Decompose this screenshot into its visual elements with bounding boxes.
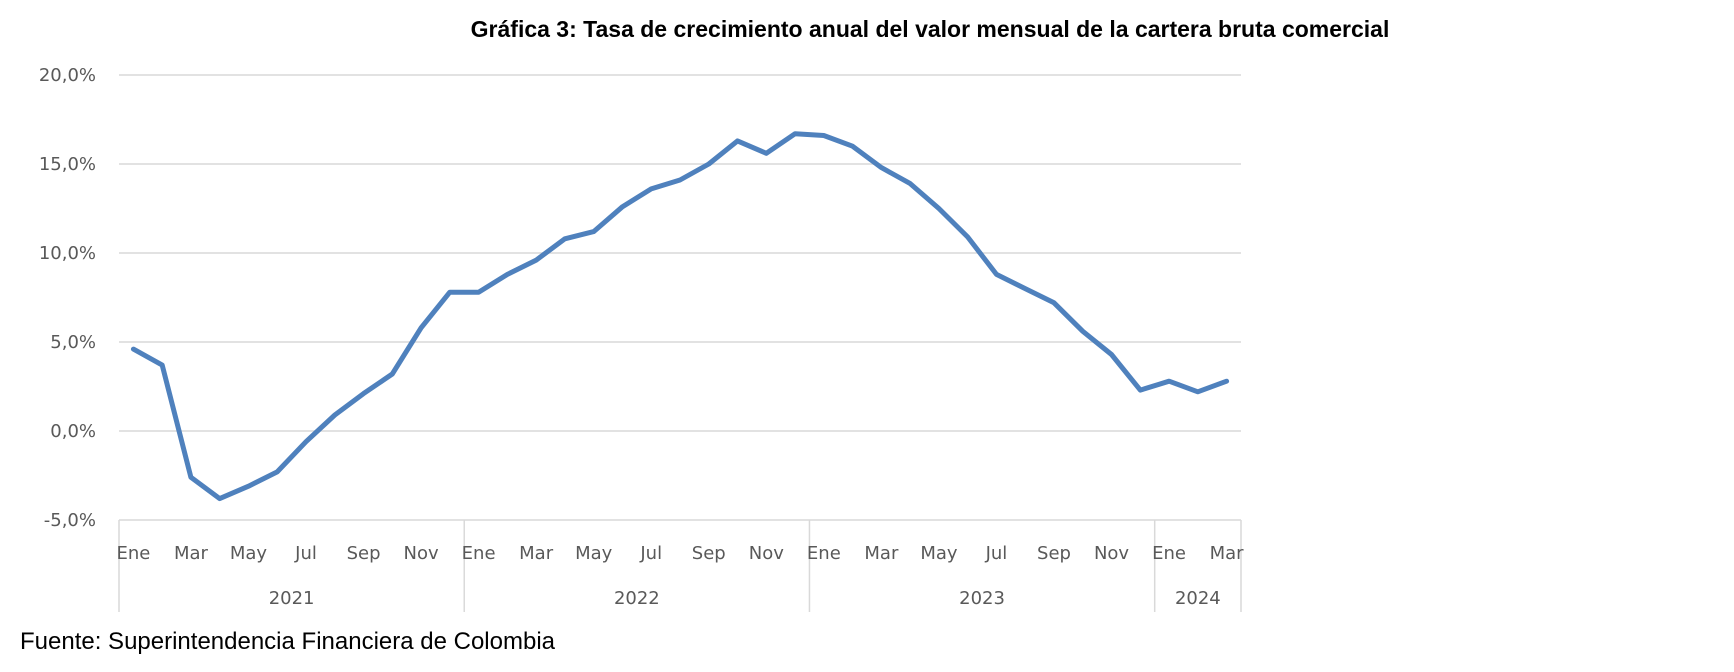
data-point [1195, 389, 1200, 394]
y-axis: -5,0% 0,0% 5,0% 10,0% 15,0% 20,0% [39, 65, 96, 531]
data-point [1109, 352, 1114, 357]
x-tick-labels: Ene Mar May Jul Sep Nov Ene Mar May Jul Sep Nov Ene M… [116, 543, 1244, 564]
data-point [994, 272, 999, 277]
data-point [1138, 388, 1143, 393]
data-point [620, 204, 625, 209]
y-tick-label: 10,0% [39, 243, 96, 264]
data-point [534, 258, 539, 263]
data-point [275, 469, 280, 474]
data-point [793, 131, 798, 136]
x-tick-label: Sep [1037, 543, 1071, 564]
series-line [130, 131, 1230, 502]
data-point [649, 186, 654, 191]
data-point [562, 236, 567, 241]
data-point [591, 229, 596, 234]
data-point [908, 181, 913, 186]
x-tick-label: Jul [985, 543, 1008, 564]
series-layer [130, 131, 1230, 502]
x-axis [118, 519, 1242, 612]
data-point [850, 144, 855, 149]
data-point [476, 290, 481, 295]
data-point [246, 484, 251, 489]
y-tick-label: 0,0% [50, 421, 96, 442]
data-point [764, 151, 769, 156]
year-label: 2021 [269, 588, 315, 609]
year-label: 2024 [1175, 588, 1221, 609]
data-point [879, 165, 884, 170]
x-tick-label: May [230, 543, 268, 564]
data-point [447, 290, 452, 295]
data-point [1224, 379, 1229, 384]
year-label: 2023 [959, 588, 1005, 609]
data-point [131, 347, 136, 352]
data-point [1080, 329, 1085, 334]
x-tick-label: Ene [1152, 543, 1186, 564]
y-tick-label: 20,0% [39, 65, 96, 86]
x-tick-label: Sep [692, 543, 726, 564]
data-point [361, 391, 366, 396]
data-point [936, 206, 941, 211]
data-point [160, 363, 165, 368]
x-tick-label: Mar [864, 543, 899, 564]
x-tick-label: Sep [347, 543, 381, 564]
x-tick-label: Ene [462, 543, 496, 564]
x-tick-label: Nov [749, 543, 784, 564]
x-tick-label: Mar [1210, 543, 1245, 564]
x-tick-label: May [920, 543, 958, 564]
x-tick-label: Ene [116, 543, 150, 564]
year-labels: 2021 2022 2023 2024 [269, 588, 1221, 609]
x-tick-label: Ene [807, 543, 841, 564]
data-point [332, 413, 337, 418]
x-tick-label: Jul [294, 543, 317, 564]
data-point [188, 475, 193, 480]
data-point [1023, 286, 1028, 291]
data-point [505, 272, 510, 277]
y-tick-label: 5,0% [50, 332, 96, 353]
y-tick-label: 15,0% [39, 154, 96, 175]
data-point [1052, 300, 1057, 305]
data-point [304, 439, 309, 444]
x-tick-label: Nov [1094, 543, 1129, 564]
x-tick-label: Nov [404, 543, 439, 564]
data-point [821, 133, 826, 138]
data-point [217, 496, 222, 501]
y-tick-label: -5,0% [44, 510, 96, 531]
data-point [390, 372, 395, 377]
data-point [1167, 379, 1172, 384]
data-point [735, 138, 740, 143]
x-tick-label: Mar [174, 543, 209, 564]
chart-title: Gráfica 3: Tasa de crecimiento anual del… [471, 16, 1390, 42]
year-label: 2022 [614, 588, 660, 609]
data-point [965, 235, 970, 240]
x-tick-label: May [575, 543, 613, 564]
x-tick-label: Mar [519, 543, 554, 564]
data-point [706, 162, 711, 167]
x-tick-label: Jul [639, 543, 662, 564]
data-point [678, 178, 683, 183]
source-note: Fuente: Superintendencia Financiera de C… [20, 628, 556, 655]
data-point [419, 325, 424, 330]
gridlines [119, 74, 1241, 432]
